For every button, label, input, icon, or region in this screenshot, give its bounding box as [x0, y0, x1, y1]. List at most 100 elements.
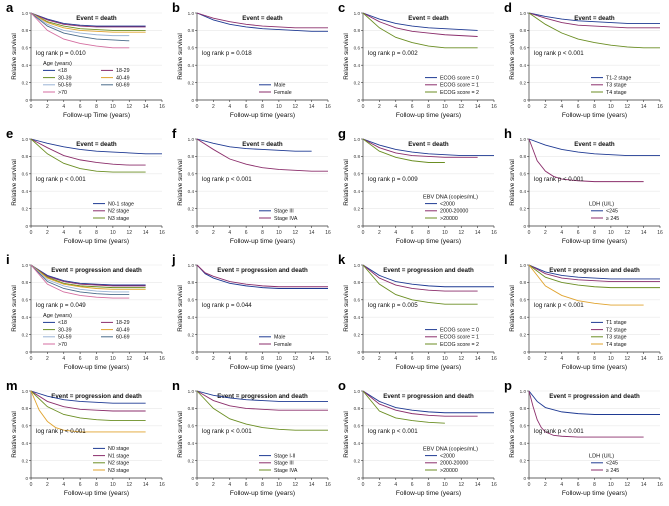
y-tick-label: 0.8: [22, 406, 29, 411]
x-tick-label: 10: [110, 482, 116, 488]
chart-title: Event = death: [242, 141, 283, 148]
x-tick-label: 6: [411, 356, 414, 362]
y-axis-label: Relative survival: [11, 285, 18, 332]
series-line-18-29: [30, 264, 146, 287]
x-tick-label: 4: [62, 230, 65, 236]
y-tick-label: 0.4: [354, 63, 361, 68]
x-tick-label: 4: [560, 230, 563, 236]
y-tick-label: 0.2: [22, 206, 29, 211]
legend-label: <2000: [440, 201, 455, 207]
y-tick-label: 0: [191, 224, 194, 229]
x-tick-label: 16: [325, 482, 331, 488]
y-axis-label: Relative survival: [509, 159, 516, 206]
x-tick-label: 14: [641, 482, 647, 488]
legend-label: >20000: [440, 468, 458, 474]
x-tick-label: 6: [411, 482, 414, 488]
x-tick-label: 8: [261, 482, 264, 488]
x-tick-label: 16: [491, 230, 497, 236]
series-line-female: [196, 264, 328, 288]
legend-label: N2 stage: [108, 461, 129, 467]
p-value-label: log rank p < 0.001: [368, 428, 418, 435]
x-tick-label: 10: [442, 230, 448, 236]
series-line--18: [30, 12, 146, 27]
x-tick-label: 12: [292, 104, 298, 110]
x-tick-label: 14: [641, 230, 647, 236]
x-tick-label: 14: [143, 356, 149, 362]
y-tick-label: 0.4: [188, 315, 195, 320]
p-value-label: log rank p < 0.001: [202, 428, 252, 435]
y-tick-label: 0.6: [354, 424, 361, 429]
y-tick-label: 0: [357, 224, 360, 229]
x-tick-label: 10: [608, 230, 614, 236]
legend-label: <245: [606, 461, 618, 467]
x-tick-label: 12: [126, 230, 132, 236]
legend-label: T3 stage: [606, 83, 627, 89]
x-tick-label: 12: [624, 104, 630, 110]
legend-label: 50-59: [58, 83, 72, 89]
x-tick-label: 4: [560, 104, 563, 110]
series-line--18: [30, 264, 146, 286]
chart-panel-d: d Event = death 0 0.2 0.4 0.6 0.8 1.0 0 2 4 6 8 10 12 1…: [504, 0, 663, 119]
series-line-t2-stage: [528, 264, 660, 282]
x-tick-label: 4: [560, 482, 563, 488]
y-tick-label: 0.4: [188, 441, 195, 446]
chart-panel-e: e Event = death 0 0.2 0.4 0.6 0.8 1.0 0 2 4 6 8 10 12 1…: [6, 126, 165, 245]
panel-letter: i: [6, 252, 10, 267]
y-axis-label: Relative survival: [11, 33, 18, 80]
x-tick-label: 16: [159, 230, 165, 236]
y-tick-label: 0.4: [520, 315, 527, 320]
series-line--2000: [362, 390, 494, 414]
y-axis-label: Relative survival: [177, 159, 184, 206]
y-tick-label: 0: [523, 98, 526, 103]
x-tick-label: 4: [228, 356, 231, 362]
chart-panel-b: b Event = death 0 0.2 0.4 0.6 0.8 1.0 0 2 4 6 8 10 12 1…: [172, 0, 331, 119]
legend-label: N2 stage: [108, 209, 129, 215]
y-tick-label: 1.0: [188, 137, 195, 142]
x-tick-label: 2: [46, 482, 49, 488]
legend-label: N3 stage: [108, 468, 129, 474]
y-tick-label: 0.8: [22, 280, 29, 285]
series-line-male: [196, 264, 328, 289]
chart-title: Event = progression and death: [549, 393, 640, 400]
chart-title: Event = progression and death: [383, 393, 474, 400]
legend-label: 60-69: [116, 335, 130, 341]
x-tick-label: 0: [362, 482, 365, 488]
legend-label: 40-49: [116, 327, 130, 333]
y-tick-label: 0.4: [188, 63, 195, 68]
series-line-stage-iva: [196, 138, 328, 172]
legend-label: Stage IVA: [274, 468, 298, 474]
y-tick-label: 1.0: [354, 11, 361, 16]
y-tick-label: 0.4: [354, 189, 361, 194]
y-tick-label: 0.4: [22, 315, 29, 320]
p-value-label: log rank p < 0.001: [36, 428, 86, 435]
legend-label: <18: [58, 320, 67, 326]
legend-label: Male: [274, 83, 286, 89]
x-tick-label: 0: [528, 482, 531, 488]
x-tick-label: 0: [528, 230, 531, 236]
x-tick-label: 16: [491, 482, 497, 488]
y-tick-label: 0: [523, 224, 526, 229]
series-line-40-49: [30, 264, 146, 290]
x-tick-label: 8: [427, 482, 430, 488]
chart-panel-k: k Event = progression and death 0 0.2 0.4 0.6…: [338, 252, 497, 371]
x-tick-label: 8: [95, 482, 98, 488]
y-tick-label: 1.0: [22, 389, 29, 394]
x-tick-label: 16: [491, 356, 497, 362]
y-tick-label: 1.0: [354, 389, 361, 394]
legend-label: Stage IVA: [274, 216, 298, 222]
y-axis-label: Relative survival: [11, 411, 18, 458]
chart-panel-m: m Event = progression and death 0 0.2 0.4 0.6…: [6, 378, 165, 497]
x-tick-label: 16: [325, 104, 331, 110]
y-tick-label: 0.2: [520, 206, 527, 211]
legend-label: ECOG score = 2: [440, 90, 479, 96]
y-tick-label: 0.8: [188, 280, 195, 285]
legend-label: Stage I-II: [274, 453, 296, 459]
series-line-n1-stage: [30, 390, 146, 412]
legend-label: Male: [274, 335, 286, 341]
x-tick-label: 8: [261, 230, 264, 236]
legend-title: LDH (U/L): [589, 454, 614, 460]
x-tick-label: 6: [245, 104, 248, 110]
y-tick-label: 0.4: [354, 441, 361, 446]
series-line-stage-iii: [196, 138, 312, 152]
